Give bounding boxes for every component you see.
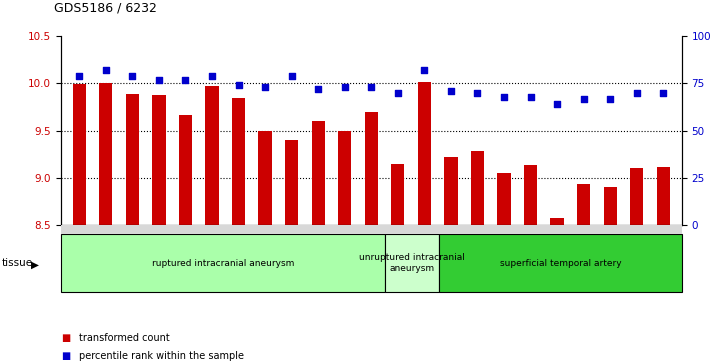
Bar bbox=[391, 164, 404, 225]
Text: GDS5186 / 6232: GDS5186 / 6232 bbox=[54, 1, 156, 15]
Point bbox=[74, 73, 85, 79]
Point bbox=[259, 84, 271, 90]
Point bbox=[286, 73, 297, 79]
Bar bbox=[365, 112, 378, 225]
Bar bbox=[152, 95, 166, 225]
Point bbox=[339, 84, 351, 90]
Point bbox=[180, 77, 191, 83]
Bar bbox=[630, 168, 643, 225]
Bar bbox=[418, 82, 431, 225]
Bar bbox=[126, 94, 139, 225]
Point bbox=[578, 96, 589, 102]
Bar bbox=[232, 98, 245, 225]
Point bbox=[366, 84, 377, 90]
Point bbox=[154, 77, 165, 83]
Bar bbox=[206, 86, 218, 225]
Point bbox=[418, 68, 430, 73]
Bar bbox=[285, 140, 298, 225]
Bar bbox=[471, 151, 484, 225]
Point bbox=[472, 90, 483, 96]
Bar bbox=[444, 157, 458, 225]
Bar bbox=[178, 115, 192, 225]
Bar bbox=[524, 165, 537, 225]
Text: ■: ■ bbox=[61, 351, 70, 361]
Point bbox=[498, 94, 510, 99]
Bar bbox=[550, 219, 564, 225]
Bar bbox=[603, 187, 617, 225]
Bar bbox=[577, 184, 590, 225]
Text: ■: ■ bbox=[61, 333, 70, 343]
Text: tissue: tissue bbox=[1, 258, 33, 268]
Bar bbox=[258, 131, 272, 225]
Bar bbox=[311, 121, 325, 225]
Point bbox=[658, 90, 669, 96]
Bar bbox=[99, 82, 112, 225]
Point bbox=[551, 101, 563, 107]
Text: ruptured intracranial aneurysm: ruptured intracranial aneurysm bbox=[151, 259, 294, 268]
Bar bbox=[498, 173, 511, 225]
Point bbox=[100, 68, 111, 73]
Point bbox=[392, 90, 403, 96]
Point bbox=[313, 86, 324, 92]
Point bbox=[631, 90, 643, 96]
Point bbox=[206, 73, 218, 79]
Point bbox=[605, 96, 616, 102]
Point bbox=[446, 88, 457, 94]
Point bbox=[233, 82, 244, 88]
Point bbox=[525, 94, 536, 99]
Point bbox=[126, 73, 138, 79]
Bar bbox=[657, 167, 670, 225]
Text: unruptured intracranial
aneurysm: unruptured intracranial aneurysm bbox=[359, 253, 465, 273]
Text: ▶: ▶ bbox=[31, 260, 39, 270]
Text: transformed count: transformed count bbox=[79, 333, 169, 343]
Bar bbox=[338, 131, 351, 225]
Text: percentile rank within the sample: percentile rank within the sample bbox=[79, 351, 243, 361]
Text: superficial temporal artery: superficial temporal artery bbox=[500, 259, 621, 268]
Bar bbox=[73, 85, 86, 225]
